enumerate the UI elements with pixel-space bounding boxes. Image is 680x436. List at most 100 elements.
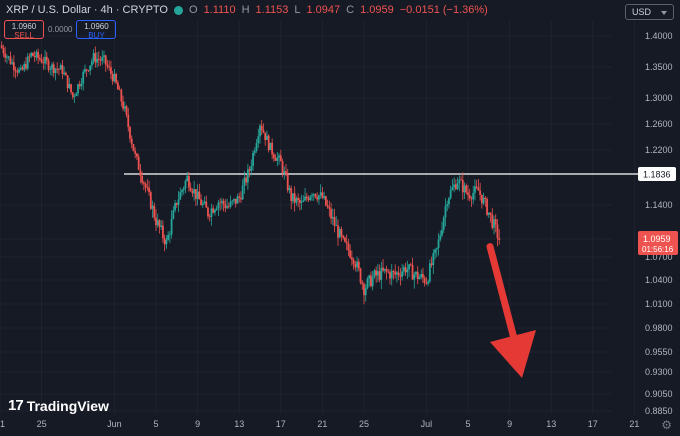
y-tick-label: 1.0100: [645, 299, 673, 309]
candle-body: [366, 278, 369, 289]
candle-body: [396, 272, 398, 275]
candle-body: [439, 235, 442, 240]
candle-body: [352, 259, 355, 264]
candle-body: [174, 202, 176, 211]
candle-body: [160, 225, 163, 227]
chart-header: XRP / U.S. Dollar · 4h · CRYPTO O 1.1110 …: [6, 4, 488, 16]
candle-body: [392, 270, 395, 272]
candle-body: [432, 253, 435, 266]
candle-body: [111, 73, 114, 82]
candle-body: [146, 187, 149, 189]
candle-body: [380, 267, 383, 280]
candle-body: [288, 188, 291, 191]
candle-body: [304, 196, 306, 201]
candle-body: [347, 243, 350, 251]
candle-body: [163, 238, 166, 245]
candle-body: [212, 208, 215, 213]
candle-body: [21, 67, 24, 70]
candle-body: [349, 250, 352, 258]
candle-body: [40, 59, 43, 63]
candle-body: [456, 183, 459, 190]
change-value: −0.0151 (−1.36%): [399, 4, 488, 16]
candle-body: [179, 192, 182, 200]
candle-body: [196, 191, 199, 199]
candle-body: [458, 179, 461, 184]
candle-body: [442, 217, 445, 230]
candle-body: [68, 84, 71, 89]
candle-body: [231, 200, 234, 202]
candle-body: [132, 144, 135, 151]
candle-body: [321, 192, 324, 198]
candle-body: [255, 143, 258, 151]
sell-button[interactable]: 1.0960 SELL: [4, 20, 44, 40]
candle-body: [227, 206, 230, 207]
candle-body: [399, 275, 402, 277]
candle-body: [236, 196, 239, 204]
candle-body: [148, 187, 150, 193]
level-label: 1.1836: [643, 170, 671, 180]
candle-body: [350, 257, 353, 260]
candle-body: [266, 135, 268, 140]
candle-body: [416, 271, 419, 280]
gear-icon[interactable]: ⚙: [661, 418, 672, 432]
candle-body: [437, 239, 440, 248]
candle-body: [311, 195, 313, 197]
candle-body: [468, 195, 471, 199]
candle-body: [319, 192, 322, 196]
sell-label: SELL: [14, 31, 34, 40]
candle-body: [170, 218, 173, 235]
close-label: C: [346, 4, 355, 16]
candle-body: [52, 64, 55, 74]
candle-body: [418, 277, 421, 280]
candle-body: [498, 238, 501, 240]
tradingview-logo[interactable]: 17 TradingView: [8, 397, 109, 414]
candle-body: [383, 268, 386, 271]
candle-body: [210, 208, 213, 217]
buy-price: 1.0960: [84, 22, 109, 31]
candle-body: [356, 261, 358, 268]
candle-body: [144, 183, 147, 188]
candle-body: [153, 205, 156, 218]
candle-body: [56, 68, 59, 70]
candle-body: [333, 216, 336, 226]
down-arrow-icon: [486, 243, 520, 350]
candle-body: [26, 56, 29, 69]
candle-body: [402, 267, 405, 272]
candle-body: [425, 283, 428, 284]
candle-body: [113, 73, 116, 82]
candle-body: [474, 186, 476, 193]
candle-body: [340, 229, 343, 236]
x-tick-label: 9: [507, 419, 512, 429]
candle-body: [328, 206, 331, 209]
x-tick-label: 21: [0, 419, 5, 429]
buy-button[interactable]: 1.0960 BUY: [76, 20, 117, 40]
tradingview-logo-mark: 17: [8, 397, 24, 414]
candle-body: [59, 65, 62, 70]
candle-body: [408, 264, 410, 270]
candle-body: [129, 127, 131, 139]
candle-body: [139, 169, 142, 176]
candle-body: [318, 195, 320, 200]
candle-body: [82, 71, 85, 84]
low-label: L: [294, 4, 301, 16]
symbol-title[interactable]: XRP / U.S. Dollar · 4h · CRYPTO: [6, 4, 168, 16]
last-price-label: 1.0959: [643, 234, 671, 244]
candle-body: [18, 69, 20, 73]
candle-body: [208, 216, 211, 218]
candle-body: [66, 75, 69, 89]
candle-body: [292, 193, 294, 202]
candle-body: [361, 282, 364, 285]
candle-body: [387, 271, 390, 273]
candle-body: [37, 52, 40, 58]
candle-body: [283, 171, 286, 174]
green-dot-icon: [174, 5, 183, 15]
candle-body: [240, 197, 242, 200]
currency-select[interactable]: USD: [624, 4, 674, 20]
candle-body: [375, 270, 378, 276]
candle-body: [207, 207, 209, 217]
buy-label: BUY: [88, 31, 105, 40]
candle-body: [491, 214, 494, 228]
candle-body: [448, 198, 450, 205]
candle-body: [215, 208, 218, 210]
